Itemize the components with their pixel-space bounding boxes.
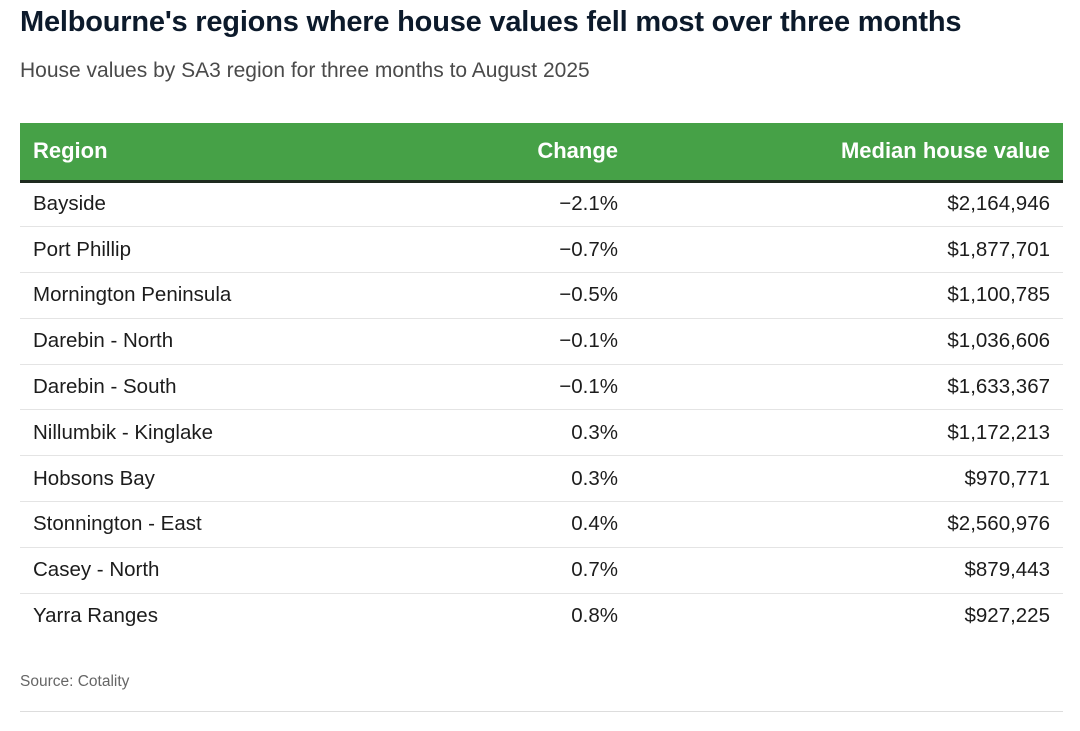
cell-median-value: $1,877,701	[631, 226, 1063, 274]
table-row: Hobsons Bay 0.3% $970,771	[20, 455, 1063, 503]
cell-region: Darebin - North	[20, 318, 420, 365]
table-header-row: Region Change Median house value	[20, 123, 1063, 183]
data-table: Region Change Median house value Bayside…	[20, 123, 1063, 639]
cell-change: −0.1%	[420, 318, 631, 365]
table-row: Stonnington - East 0.4% $2,560,976	[20, 501, 1063, 548]
cell-region: Darebin - South	[20, 364, 420, 411]
cell-median-value: $879,443	[631, 547, 1063, 594]
table-body: Bayside −2.1% $2,164,946 Port Phillip −0…	[20, 181, 1063, 639]
cell-region: Bayside	[20, 181, 420, 228]
cell-region: Port Phillip	[20, 226, 420, 274]
cell-median-value: $1,036,606	[631, 318, 1063, 365]
table-row: Darebin - South −0.1% $1,633,367	[20, 364, 1063, 411]
footer-divider	[20, 711, 1063, 712]
page-subtitle: House values by SA3 region for three mon…	[20, 59, 590, 82]
cell-change: 0.3%	[420, 409, 631, 457]
cell-median-value: $2,560,976	[631, 501, 1063, 548]
cell-median-value: $927,225	[964, 604, 1050, 628]
cell-region: Yarra Ranges	[33, 604, 158, 628]
table-header: Region Change Median house value	[20, 123, 1063, 183]
column-header-median-value: Median house value	[631, 123, 1063, 183]
cell-median-value: $1,100,785	[631, 272, 1063, 319]
source-note: Source: Cotality	[20, 673, 130, 690]
cell-change: 0.3%	[420, 455, 631, 503]
cell-change: −0.1%	[420, 364, 631, 411]
cell-region: Mornington Peninsula	[20, 272, 420, 319]
table-row: Mornington Peninsula −0.5% $1,100,785	[20, 272, 1063, 319]
cell-median-value: $1,172,213	[631, 409, 1063, 457]
cell-median-value: $970,771	[631, 455, 1063, 503]
cell-change: −0.7%	[420, 226, 631, 274]
cell-change: −0.5%	[420, 272, 631, 319]
cell-change: 0.4%	[420, 501, 631, 548]
cell-change: −2.1%	[420, 181, 631, 228]
cell-change: 0.7%	[420, 547, 631, 594]
table-row: Casey - North 0.7% $879,443	[20, 547, 1063, 594]
cell-region: Nillumbik - Kinglake	[20, 409, 420, 457]
cell-change: 0.8%	[571, 604, 618, 628]
cell-median-value: $1,633,367	[631, 364, 1063, 411]
table-row: Darebin - North −0.1% $1,036,606	[20, 318, 1063, 365]
table-row: Yarra Ranges 0.8% $927,225	[20, 593, 1063, 639]
cell-median-value: $2,164,946	[631, 181, 1063, 228]
column-header-region: Region	[20, 123, 420, 183]
column-header-change: Change	[420, 123, 631, 183]
cell-region: Casey - North	[20, 547, 420, 594]
table-row: Nillumbik - Kinglake 0.3% $1,172,213	[20, 409, 1063, 457]
page-title: Melbourne's regions where house values f…	[20, 6, 962, 38]
cell-region: Stonnington - East	[20, 501, 420, 548]
cell-region: Hobsons Bay	[20, 455, 420, 503]
table-row: Port Phillip −0.7% $1,877,701	[20, 226, 1063, 274]
table-row: Bayside −2.1% $2,164,946	[20, 181, 1063, 228]
